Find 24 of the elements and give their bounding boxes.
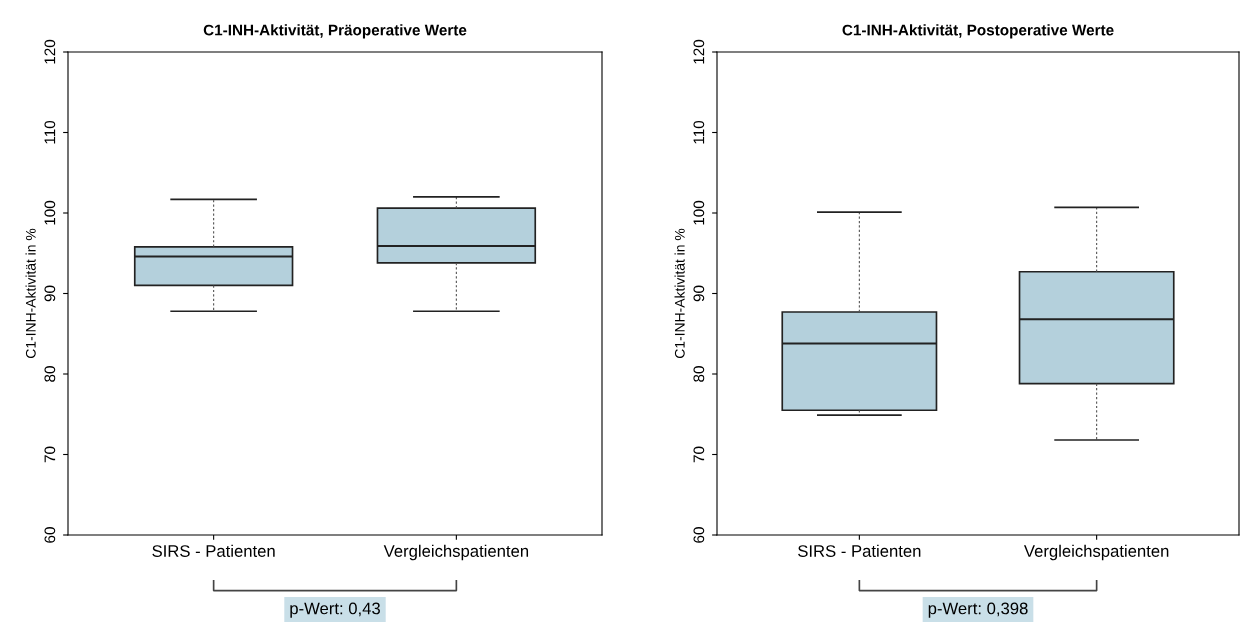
x-tick-label: Vergleichspatienten (383, 544, 529, 561)
y-axis-title: C1-INH-Aktivität in % (25, 228, 36, 359)
y-tick-label: 110 (693, 120, 705, 144)
text: p-Wert: 0,43 (290, 602, 380, 618)
y-tick-label: 110 (44, 120, 56, 144)
y-tick-label: 90 (44, 285, 56, 302)
x-tick-label: SIRS - Patienten (798, 544, 921, 557)
y-tick-label: 70 (693, 446, 705, 463)
y-tick-label: 100 (44, 200, 56, 225)
y-tick-label: 70 (44, 446, 56, 463)
y-tick-label: 80 (44, 366, 56, 382)
chart-title: C1-INH-Aktivität, Postoperative Werte (842, 24, 1114, 39)
y-tick-label: 60 (693, 527, 705, 543)
y-tick-label: 100 (693, 200, 705, 225)
y-tick-label: 120 (44, 39, 56, 64)
text: p-Wert: 0,398 (928, 602, 1028, 618)
chart-title: C1-INH-Aktivität, Präoperative Werte (203, 24, 467, 39)
y-tick-label: 80 (693, 366, 705, 382)
y-tick-label: 90 (693, 285, 705, 302)
x-tick-label: SIRS - Patienten (152, 544, 275, 557)
y-axis-title: C1-INH-Aktivität in % (674, 228, 685, 359)
y-tick-label: 60 (44, 527, 56, 543)
y-tick-label: 120 (693, 39, 705, 64)
x-tick-label: Vergleichspatienten (1023, 544, 1169, 561)
